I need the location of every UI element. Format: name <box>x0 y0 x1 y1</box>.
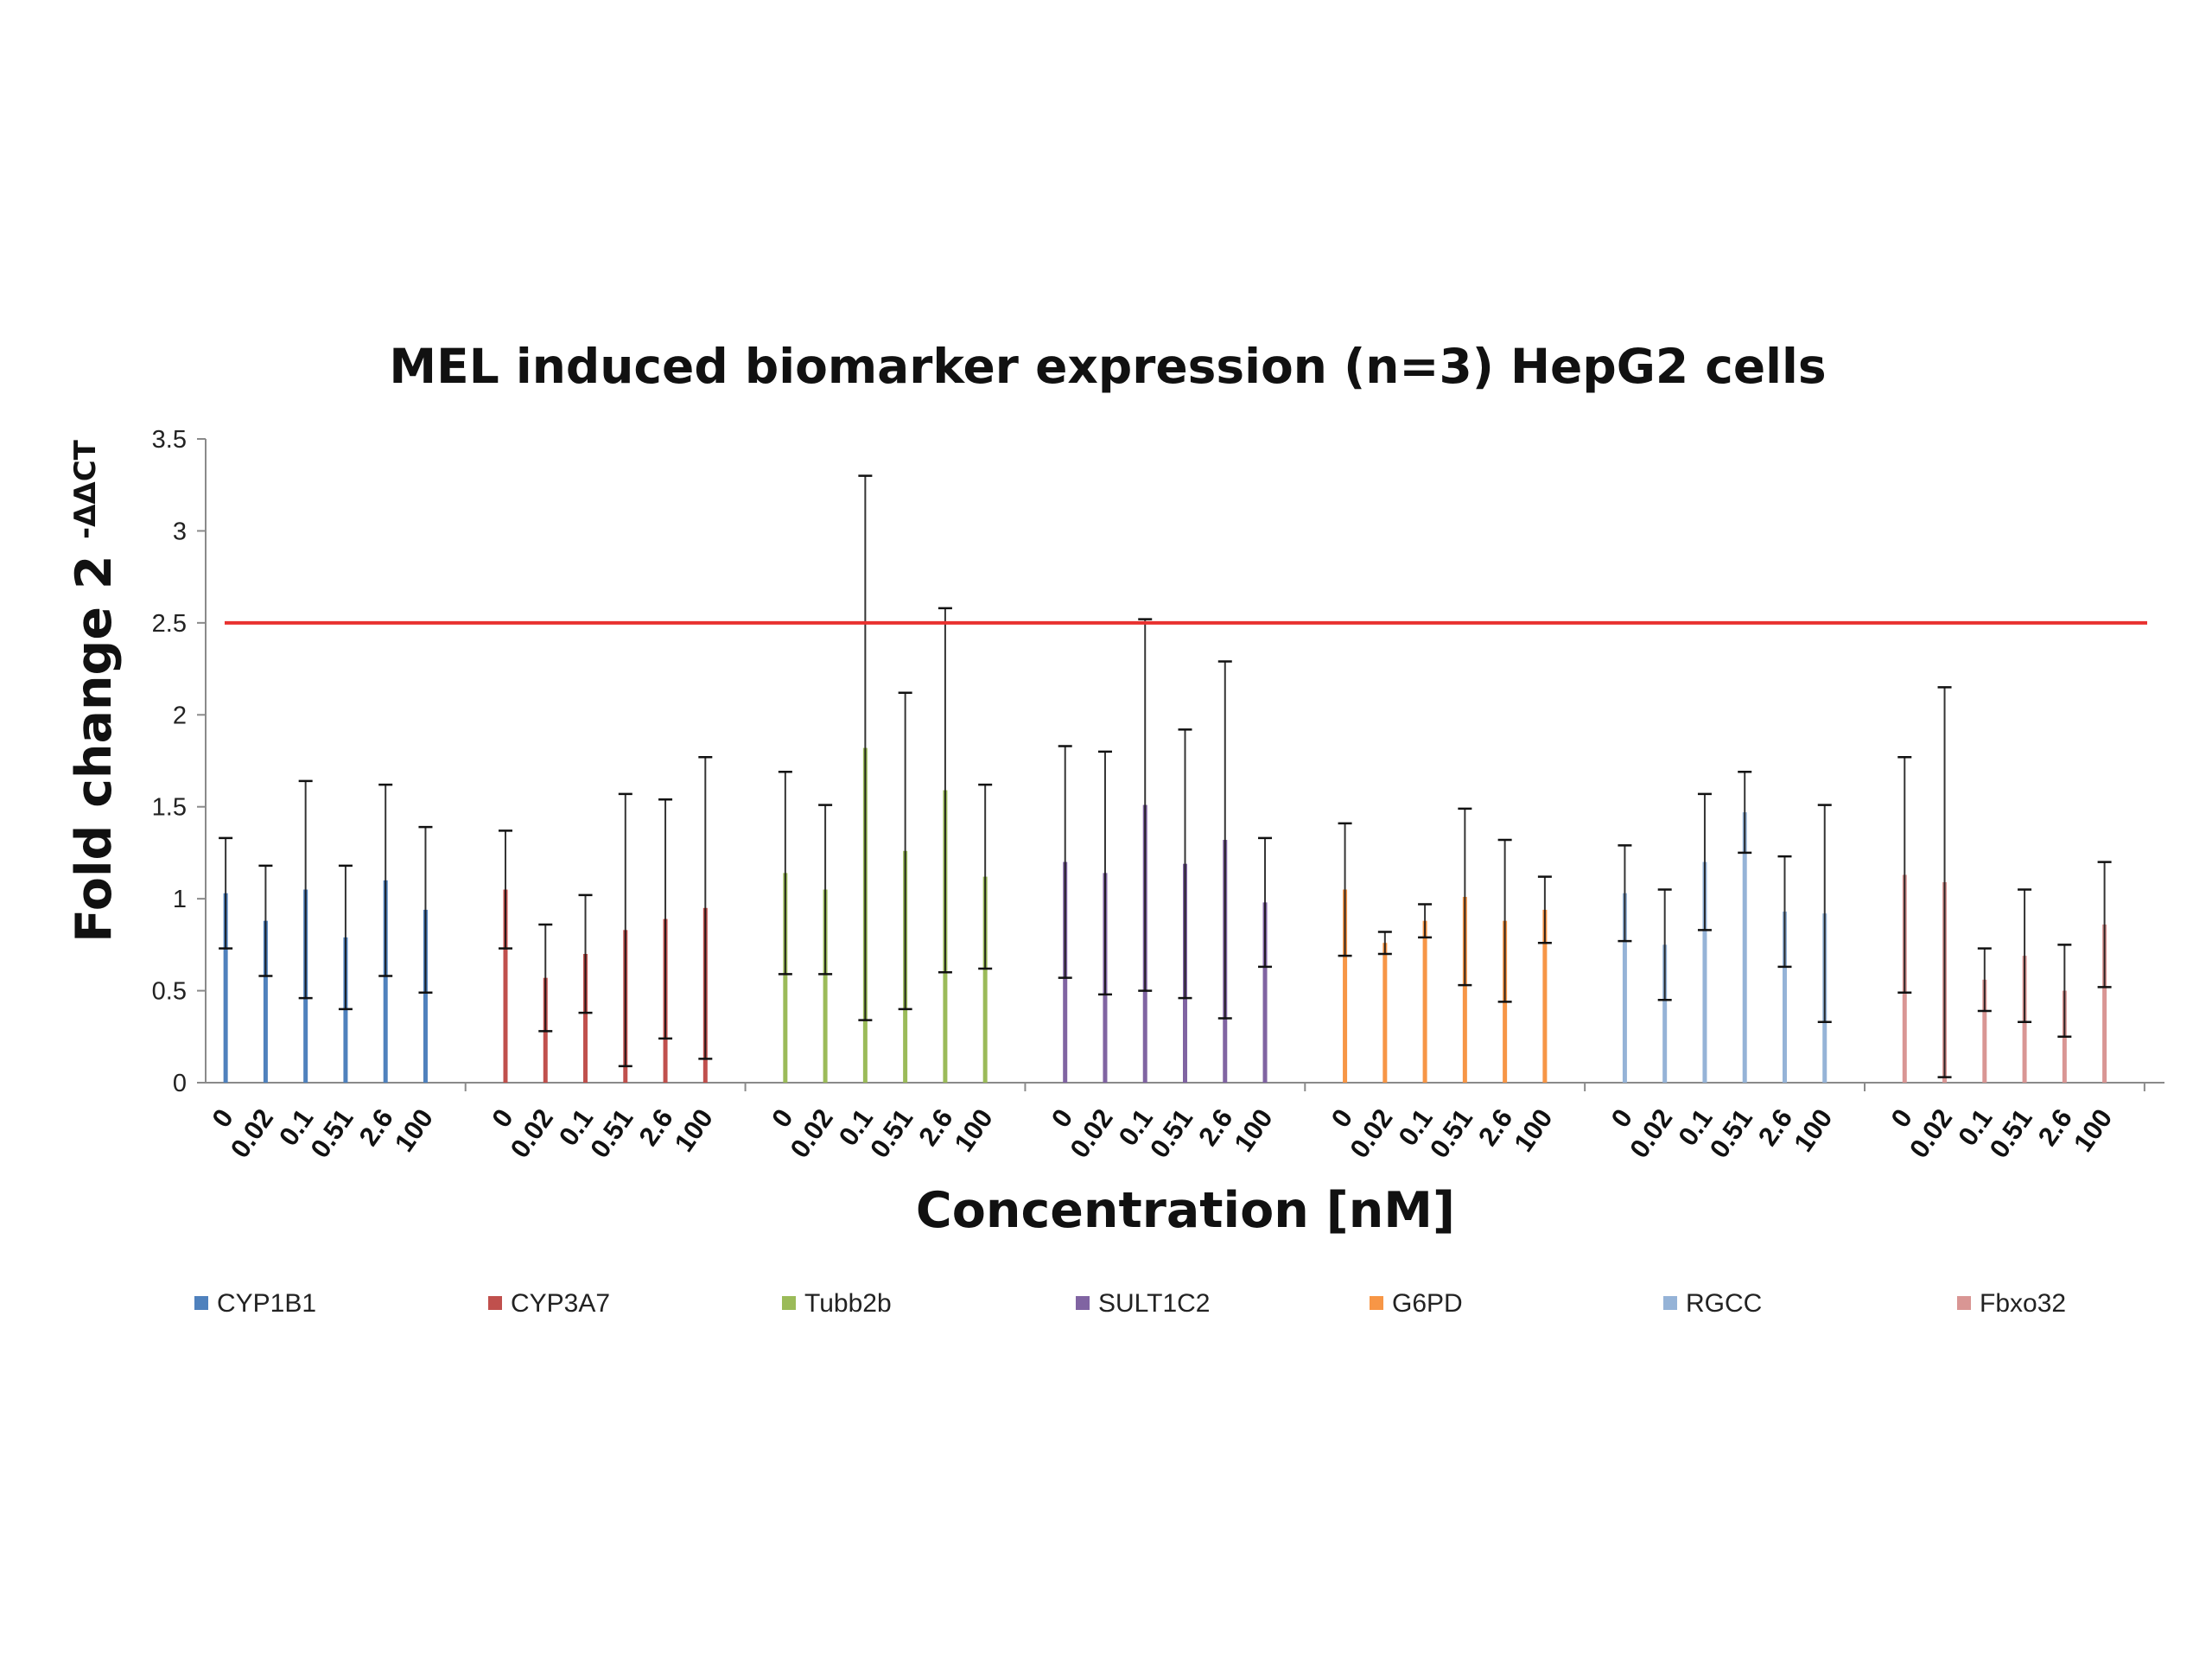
x-tick-label: 100 <box>389 1103 439 1157</box>
bar-RGCC-2.6 <box>1782 912 1787 1083</box>
x-tick-label: 0.02 <box>505 1103 559 1164</box>
legend-swatch-SULT1C2 <box>1076 1296 1090 1310</box>
x-tick-label: 0.51 <box>1984 1103 2038 1164</box>
y-tick-label: 3 <box>173 518 187 545</box>
bar-CYP1B1-100 <box>423 909 428 1083</box>
x-tick-label: 0.02 <box>785 1103 839 1164</box>
legend: CYP1B1 CYP3A7 Tubb2b SULT1C2 G6PD RGCC Fbxo32 <box>194 1289 2066 1318</box>
bar-G6PD-100 <box>1542 909 1548 1083</box>
x-tick-label: 2.6 <box>2032 1103 2078 1151</box>
bar-Tubb2b-100 <box>982 876 988 1083</box>
x-tick-label: 2.6 <box>1752 1103 1798 1151</box>
y-axis-label-superscript: -ΔΔCT <box>68 439 103 539</box>
error-bars <box>219 474 2112 1078</box>
bar-G6PD-0.51 <box>1462 897 1467 1083</box>
x-tick-label: 100 <box>2068 1103 2118 1157</box>
x-tick-label: 0.51 <box>304 1103 359 1164</box>
y-tick-label: 3.5 <box>152 426 187 454</box>
x-tick-label: 0.51 <box>1144 1103 1198 1164</box>
legend-swatch-Fbxo32 <box>1957 1296 1971 1310</box>
x-tick-label: 2.6 <box>912 1103 958 1151</box>
x-tick-label: 100 <box>1788 1103 1838 1157</box>
legend-swatch-G6PD <box>1370 1296 1383 1310</box>
x-tick-label: 0.51 <box>864 1103 918 1164</box>
legend-label: RGCC <box>1686 1289 1762 1318</box>
x-tick-label: 0 <box>1885 1103 1918 1133</box>
x-tick-label: 100 <box>1228 1103 1278 1157</box>
bar-Fbxo32-0.1 <box>1982 979 1987 1083</box>
x-tick-label: 0.02 <box>1904 1103 1958 1164</box>
bar-RGCC-0.1 <box>1702 861 1707 1083</box>
x-tick-label: 0.51 <box>1424 1103 1478 1164</box>
legend-label: CYP1B1 <box>217 1289 316 1318</box>
bar-CYP1B1-2.6 <box>383 880 388 1083</box>
bar-CYP1B1-0 <box>223 893 228 1083</box>
bar-CYP3A7-0 <box>503 889 508 1083</box>
x-tick-label: 2.6 <box>1192 1103 1238 1151</box>
bar-RGCC-0 <box>1622 893 1627 1083</box>
svg-text:Fold change 2 -ΔΔCT: Fold change 2 -ΔΔCT <box>66 439 123 943</box>
y-tick-label: 2.5 <box>152 610 187 638</box>
y-tick-label: 0 <box>173 1070 187 1097</box>
legend-label: Tubb2b <box>804 1289 892 1318</box>
legend-label: Fbxo32 <box>1980 1289 2066 1318</box>
y-tick-label: 1.5 <box>152 794 187 822</box>
chart-title: MEL induced biomarker expression (n=3) H… <box>389 339 1826 394</box>
x-tick-label: 2.6 <box>632 1103 678 1151</box>
y-tick-label: 0.5 <box>152 978 187 1006</box>
x-tick-label: 0 <box>1325 1103 1359 1133</box>
x-tick-label: 0 <box>766 1103 799 1133</box>
x-tick-label: 0.51 <box>1704 1103 1758 1164</box>
x-tick-label: 0.02 <box>1064 1103 1118 1164</box>
legend-label: CYP3A7 <box>511 1289 610 1318</box>
y-tick-label: 2 <box>173 702 187 729</box>
legend-label: G6PD <box>1392 1289 1463 1318</box>
bar-G6PD-0.1 <box>1422 920 1427 1083</box>
y-tick-label: 1 <box>173 886 187 913</box>
y-axis-label: Fold change 2 -ΔΔCT <box>66 439 123 943</box>
bar-SULT1C2-100 <box>1262 902 1268 1083</box>
bar-G6PD-0.02 <box>1382 943 1388 1083</box>
bar-CYP1B1-0.02 <box>263 920 268 1083</box>
x-tick-label: 0 <box>1046 1103 1079 1133</box>
x-tick-label: 0 <box>206 1103 239 1133</box>
x-tick-label: 2.6 <box>1472 1103 1518 1151</box>
y-axis-ticks: 0 0.5 1 1.5 2 2.5 3 3.5 <box>152 426 206 1097</box>
x-tick-label: 0 <box>486 1103 519 1133</box>
legend-swatch-CYP1B1 <box>194 1296 208 1310</box>
x-axis-label: Concentration [nM] <box>916 1182 1455 1239</box>
bar-RGCC-0.02 <box>1662 944 1668 1083</box>
bar-Fbxo32-100 <box>2102 924 2107 1083</box>
legend-swatch-RGCC <box>1663 1296 1677 1310</box>
x-tick-label: 0.51 <box>584 1103 639 1164</box>
x-tick-label: 0.02 <box>225 1103 279 1164</box>
bar-Tubb2b-0 <box>783 873 788 1083</box>
x-tick-label: 100 <box>949 1103 999 1157</box>
legend-label: SULT1C2 <box>1098 1289 1211 1318</box>
x-tick-label: 2.6 <box>353 1103 399 1151</box>
bar-RGCC-0.51 <box>1742 812 1747 1083</box>
bar-G6PD-0 <box>1343 889 1348 1083</box>
x-tick-label: 0 <box>1605 1103 1639 1133</box>
y-axis-label-text: Fold change 2 <box>66 555 123 942</box>
x-tick-label: 0.02 <box>1624 1103 1678 1164</box>
bar-Tubb2b-0.02 <box>823 889 828 1083</box>
bar-CYP3A7-0.1 <box>583 954 588 1083</box>
x-tick-label: 100 <box>1508 1103 1558 1157</box>
x-tick-label: 100 <box>669 1103 719 1157</box>
legend-swatch-CYP3A7 <box>488 1296 502 1310</box>
legend-swatch-Tubb2b <box>782 1296 796 1310</box>
x-tick-label: 0.02 <box>1344 1103 1398 1164</box>
